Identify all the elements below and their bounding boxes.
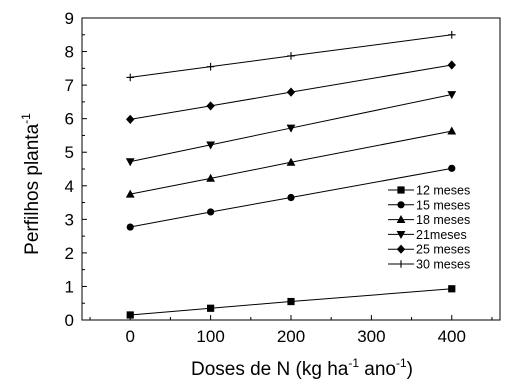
data-point bbox=[447, 126, 457, 135]
y-tick-label: 0 bbox=[65, 311, 74, 330]
y-tick-label: 4 bbox=[65, 177, 74, 196]
x-axis-label-sup1: -1 bbox=[348, 356, 359, 370]
data-point bbox=[447, 60, 456, 70]
legend-label: 18 meses bbox=[416, 213, 470, 227]
legend-marker bbox=[396, 215, 406, 223]
data-point bbox=[126, 223, 134, 231]
axis-ticks bbox=[82, 17, 493, 321]
data-point bbox=[207, 304, 215, 312]
data-point bbox=[206, 62, 215, 71]
series-layer bbox=[125, 30, 457, 319]
legend-marker bbox=[397, 201, 405, 209]
x-axis-label-mid: ano bbox=[359, 359, 396, 380]
plot-frame bbox=[81, 17, 501, 321]
legend-marker bbox=[397, 186, 405, 194]
y-tick-label: 5 bbox=[65, 143, 74, 162]
legend-marker bbox=[397, 260, 405, 268]
legend-entry: 18 meses bbox=[388, 213, 470, 227]
series-1 bbox=[126, 285, 456, 319]
data-point bbox=[448, 164, 456, 172]
series-6 bbox=[126, 30, 456, 82]
legend-entry: 12 meses bbox=[388, 184, 470, 198]
data-point bbox=[287, 193, 295, 202]
x-tick-label: 400 bbox=[438, 327, 466, 346]
y-tick-label: 6 bbox=[65, 110, 74, 129]
data-point bbox=[206, 101, 215, 111]
legend-label: 21meses bbox=[416, 228, 467, 242]
data-point bbox=[287, 297, 295, 306]
series-4 bbox=[125, 91, 457, 167]
series-line bbox=[130, 94, 452, 163]
series-2 bbox=[126, 164, 456, 231]
data-point bbox=[206, 141, 216, 150]
data-point bbox=[125, 189, 135, 198]
legend-entry: 30 meses bbox=[388, 258, 470, 272]
data-point bbox=[447, 91, 457, 100]
y-tick-label: 1 bbox=[65, 277, 74, 296]
y-tick-label: 8 bbox=[65, 43, 74, 62]
x-tick-label: 100 bbox=[196, 327, 224, 346]
series-line bbox=[130, 130, 452, 195]
legend-label: 12 meses bbox=[416, 184, 470, 198]
x-axis-label-end: ) bbox=[407, 359, 413, 380]
y-axis-label: Perfilhos planta-1 bbox=[19, 113, 43, 255]
data-point bbox=[448, 285, 456, 293]
y-tick-label: 9 bbox=[65, 9, 74, 28]
data-point bbox=[125, 158, 135, 167]
x-axis-label-main: Doses de N (kg ha bbox=[191, 359, 349, 380]
data-point bbox=[287, 52, 295, 60]
y-axis-label-main: Perfilhos planta bbox=[22, 123, 43, 254]
data-point bbox=[206, 173, 216, 182]
x-axis-label: Doses de N (kg ha-1 ano-1) bbox=[191, 356, 413, 380]
x-axis-label-sup2: -1 bbox=[396, 356, 407, 370]
series-5 bbox=[126, 60, 456, 124]
data-point bbox=[447, 30, 456, 39]
y-axis-label-sup: -1 bbox=[19, 113, 33, 124]
data-point bbox=[286, 87, 296, 97]
tick-labels: 0 1 2 3 4 5 6 7 8 9 0 100 200 300 400 bbox=[65, 9, 466, 346]
legend-entry: 15 meses bbox=[388, 198, 470, 212]
data-point bbox=[286, 124, 296, 133]
data-point bbox=[286, 157, 296, 166]
data-point bbox=[207, 208, 215, 216]
series-line bbox=[130, 64, 452, 120]
series-line bbox=[130, 288, 452, 316]
legend-label: 15 meses bbox=[416, 198, 470, 212]
y-tick-label: 7 bbox=[65, 76, 74, 95]
y-tick-label: 2 bbox=[65, 244, 74, 263]
data-point bbox=[126, 311, 134, 319]
series-line bbox=[130, 34, 452, 78]
legend-entry: 25 meses bbox=[388, 243, 470, 257]
x-tick-label: 0 bbox=[125, 327, 134, 346]
series-line bbox=[130, 167, 452, 228]
legend-label: 30 meses bbox=[416, 258, 470, 272]
series-3 bbox=[125, 126, 457, 198]
legend-label: 25 meses bbox=[416, 243, 470, 257]
x-tick-label: 200 bbox=[277, 327, 305, 346]
legend-entry: 21meses bbox=[388, 228, 467, 242]
y-tick-label: 3 bbox=[65, 210, 74, 229]
data-point bbox=[126, 73, 135, 82]
legend-marker bbox=[396, 244, 406, 254]
x-tick-label: 300 bbox=[357, 327, 385, 346]
legend-marker bbox=[396, 231, 406, 239]
data-point bbox=[126, 114, 135, 124]
